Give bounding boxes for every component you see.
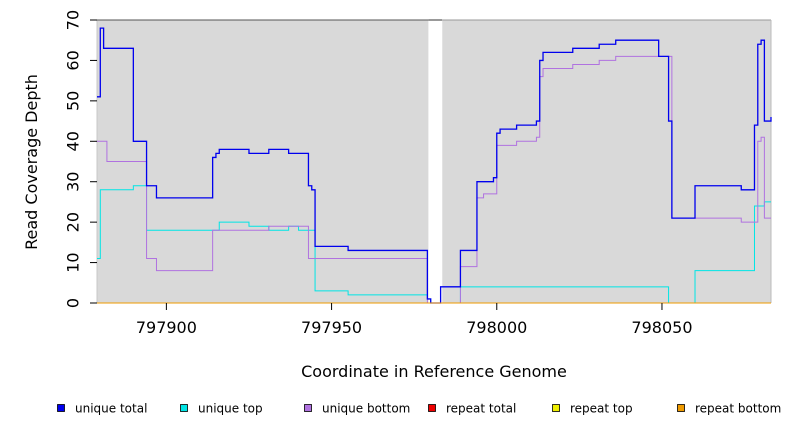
- legend-label-unique-bottom: unique bottom: [322, 402, 410, 416]
- series-lines: [97, 27, 772, 304]
- legend-swatch-repeat-total: [428, 404, 436, 412]
- legend-swatch-repeat-top: [552, 404, 560, 412]
- y-tick-label: 30: [64, 172, 83, 192]
- y-tick-label: 40: [64, 131, 83, 151]
- plot-panel: [96, 19, 772, 303]
- legend-label-unique-top: unique top: [198, 402, 263, 416]
- panel-background-left: [97, 20, 429, 303]
- legend-swatch-unique-top: [180, 404, 188, 412]
- legend-label-unique-total: unique total: [75, 402, 147, 416]
- axes: 0 10 20 30 40 50 60 70 797900 797950 798000 798050: [64, 10, 693, 337]
- x-axis-title: Coordinate in Reference Genome: [301, 362, 567, 381]
- legend-label-repeat-top: repeat top: [570, 402, 633, 416]
- legend-label-repeat-bottom: repeat bottom: [695, 402, 781, 416]
- legend-swatch-unique-total: [57, 404, 65, 412]
- x-tick-label: 798050: [631, 318, 692, 337]
- y-axis-title: Read Coverage Depth: [22, 74, 41, 250]
- y-tick-label: 10: [64, 252, 83, 272]
- legend-swatch-unique-bottom: [304, 404, 312, 412]
- y-tick-label: 20: [64, 212, 83, 232]
- y-tick-label: 0: [64, 298, 83, 308]
- series-line-unique-total: [97, 27, 772, 304]
- series-line-unique-top: [97, 185, 771, 304]
- legend-label-repeat-total: repeat total: [446, 402, 516, 416]
- legend: unique total unique top unique bottom repea…: [57, 402, 781, 416]
- y-tick-label: 70: [64, 10, 83, 30]
- y-tick-label: 50: [64, 91, 83, 111]
- x-tick-label: 797900: [136, 318, 197, 337]
- x-tick-label: 798000: [466, 318, 527, 337]
- legend-swatch-repeat-bottom: [677, 404, 685, 412]
- y-tick-label: 60: [64, 50, 83, 70]
- panel-background-right: [442, 20, 771, 303]
- x-tick-label: 797950: [301, 318, 362, 337]
